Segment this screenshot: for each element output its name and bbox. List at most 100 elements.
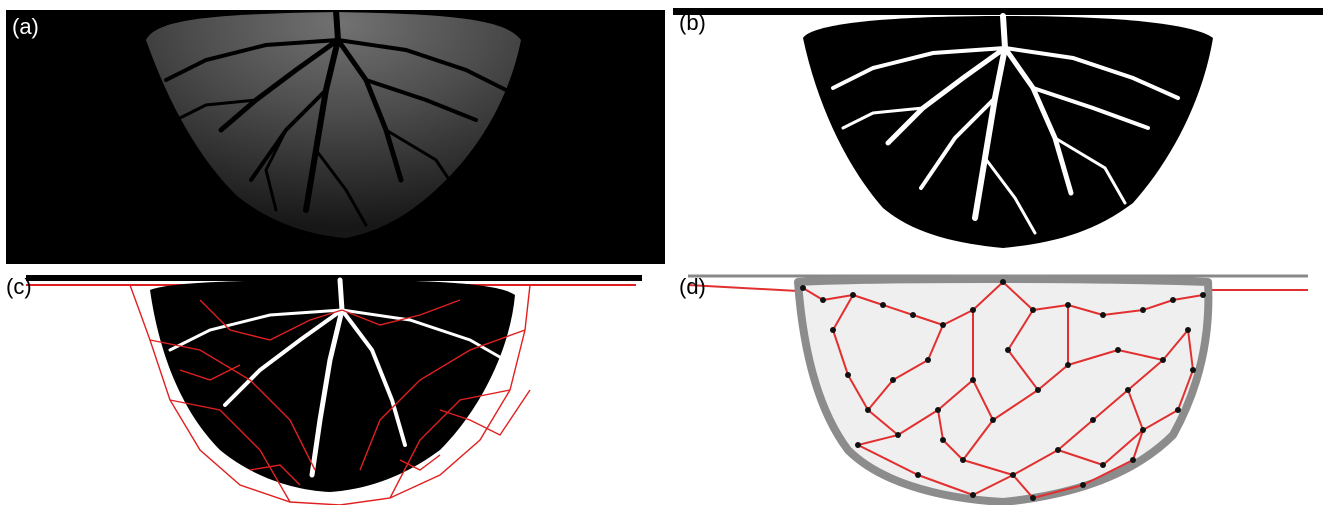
graph-node [960, 457, 966, 463]
graph-edge [972, 281, 1004, 311]
graph-edge [912, 314, 944, 326]
graph-node [1065, 302, 1071, 308]
graph-edge [832, 329, 849, 376]
graph-node [830, 327, 836, 333]
mask-white-channels [831, 13, 1180, 235]
binary-mask-image [673, 8, 1323, 248]
graph-edge [1102, 309, 1144, 316]
red-baseline-left [687, 284, 799, 292]
graph-edge [897, 409, 939, 436]
graph-node [970, 377, 976, 383]
graph-node [1185, 327, 1191, 333]
graph-node [1115, 347, 1121, 353]
graph-edge [1117, 349, 1164, 361]
panel-b-binary-mask: (b) [673, 8, 1323, 264]
top-black-bar [673, 8, 1323, 15]
graph-edge [1127, 359, 1164, 391]
graph-edge [972, 474, 1014, 496]
graph-edge [942, 309, 974, 326]
graph-black-nodes [800, 279, 1206, 501]
graph-node [800, 285, 806, 291]
graph-node [855, 442, 861, 448]
panel-a-grayscale-image: (a) [6, 10, 665, 264]
graph-edge [1037, 364, 1069, 391]
graph-node [1000, 279, 1006, 285]
graph-node [1200, 292, 1206, 298]
graph-node [970, 307, 976, 313]
graph-edge [1002, 281, 1034, 311]
graph-edge [852, 294, 884, 306]
graph-node [1140, 307, 1146, 313]
graph-node [990, 417, 996, 423]
graph-edge [802, 287, 824, 301]
graph-edge [1067, 349, 1119, 366]
graph-node [880, 302, 886, 308]
graph-node [1190, 367, 1196, 373]
graph-node [915, 472, 921, 478]
graph-edge [1102, 429, 1144, 466]
graph-edge [1057, 419, 1094, 451]
graph-edge [1162, 329, 1189, 361]
graph-node [895, 432, 901, 438]
graph-edge [1142, 299, 1174, 311]
graph-edge [1007, 349, 1039, 391]
graph-node [910, 312, 916, 318]
panel-a-label: (a) [12, 14, 39, 39]
graph-edge [1132, 429, 1144, 461]
graph-node [940, 322, 946, 328]
graph-edge [917, 474, 974, 496]
graph-edge [1007, 309, 1034, 351]
graph-edge [937, 379, 974, 411]
graph-node [1100, 312, 1106, 318]
graph-edge [1092, 389, 1129, 421]
graph-edge [1067, 304, 1104, 316]
graph-edge [942, 439, 964, 461]
graph-edge [962, 419, 994, 461]
graph-node [1080, 482, 1086, 488]
voronoi-overlay-image [26, 275, 642, 505]
graph-edge [1142, 409, 1179, 431]
graph-edge [1012, 474, 1034, 499]
graph-edge [962, 459, 1014, 476]
graph-edge [1012, 449, 1059, 476]
graph-node [1090, 417, 1096, 423]
graph-edge [937, 409, 944, 441]
voronoi-red-lines [129, 284, 531, 505]
graph-node [1170, 297, 1176, 303]
graph-node [1140, 427, 1146, 433]
graph-edge [892, 359, 929, 381]
panel-c-label: (c) [6, 274, 32, 299]
panel-c-voronoi-partition: (c) [0, 270, 665, 505]
network-graph-image [687, 274, 1308, 505]
graph-node [1065, 362, 1071, 368]
graph-node [1100, 462, 1106, 468]
graph-node [925, 357, 931, 363]
graph-node [820, 297, 826, 303]
fan-texture [146, 12, 521, 238]
graph-node [1005, 347, 1011, 353]
graph-node [890, 377, 896, 383]
mask-white-channels [168, 277, 507, 478]
graph-edge [1057, 449, 1104, 466]
graph-edge [832, 294, 854, 331]
graph-edge [867, 379, 894, 411]
graph-node [935, 407, 941, 413]
graph-node [850, 292, 856, 298]
graph-node [1010, 472, 1016, 478]
graph-edge [1187, 329, 1194, 371]
mask-black-fan [803, 16, 1213, 248]
graph-node [970, 492, 976, 498]
graph-edge [1177, 369, 1194, 411]
graph-edge [1032, 484, 1084, 499]
graph-edge [1082, 459, 1134, 486]
graph-node [940, 437, 946, 443]
graph-node [845, 372, 851, 378]
graph-edge [1172, 294, 1204, 301]
graph-edge [1032, 304, 1069, 311]
top-black-bar [26, 275, 642, 281]
graph-node [1130, 457, 1136, 463]
panel-b-label: (b) [679, 10, 706, 35]
graph-node [1030, 495, 1036, 501]
dark-channels [164, 10, 508, 227]
graph-edge [972, 379, 994, 421]
